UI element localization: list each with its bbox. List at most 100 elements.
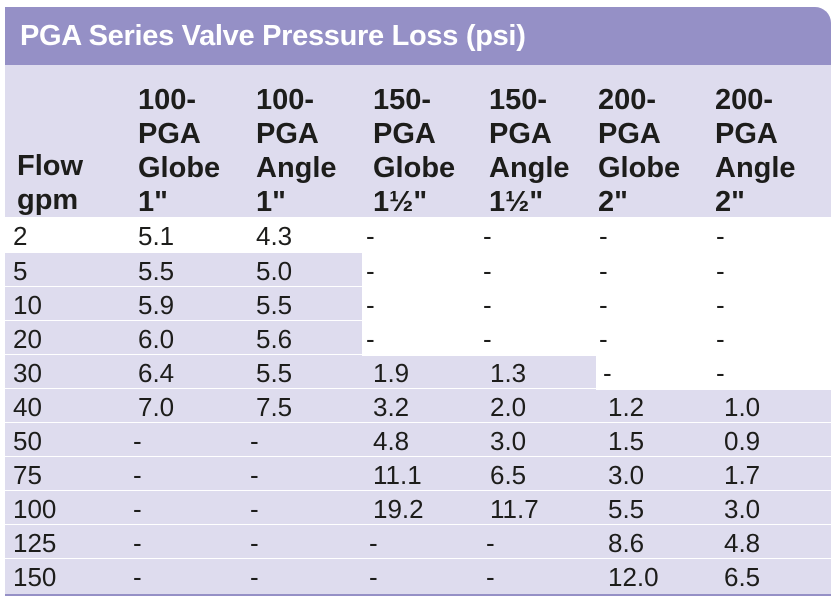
table-cell: 3.0 [490, 426, 527, 456]
table-cell: 50 [13, 426, 42, 456]
table-cell: 10 [13, 290, 42, 320]
table-cell: - [716, 290, 725, 320]
table-cell: 5.5 [608, 494, 645, 524]
table-row: 150 - - - - 12.0 6.5 [5, 558, 831, 593]
table-cell: 20 [13, 324, 42, 354]
table-cell: - [483, 256, 492, 286]
table-row: 30 6.4 5.5 1.9 1.3 - - [5, 354, 831, 389]
table-title: PGA Series Valve Pressure Loss (psi) [20, 20, 526, 52]
table-cell: - [716, 358, 725, 388]
table-cell: - [250, 528, 259, 558]
table-row: 100 - - 19.2 11.7 5.5 3.0 [5, 490, 831, 525]
table-row: 40 7.0 7.5 3.2 2.0 1.2 1.0 [5, 388, 831, 423]
table-cell: - [369, 528, 378, 558]
table-cell: - [250, 562, 259, 592]
column-header-150-globe: 150- PGA Globe 1½" [373, 84, 456, 218]
column-header-100-angle: 100- PGA Angle 1" [256, 84, 337, 218]
table-row: 10 5.9 5.5 - - - - [5, 286, 831, 321]
table-cell: 8.6 [608, 528, 645, 558]
table-cell: 100 [13, 494, 57, 524]
table-cell: - [366, 256, 375, 286]
table-cell: - [133, 528, 142, 558]
column-header-150-angle: 150- PGA Angle 1½" [489, 84, 570, 218]
table-cell: 7.5 [256, 392, 293, 422]
table-cell: 6.5 [724, 562, 761, 592]
table-cell: 1.7 [724, 460, 761, 490]
table-row: 75 - - 11.1 6.5 3.0 1.7 [5, 456, 831, 491]
shade-block-all-series [5, 390, 831, 594]
column-header-200-globe: 200- PGA Globe 2" [598, 84, 681, 218]
table-cell: 5.9 [138, 290, 175, 320]
table-cell: - [716, 324, 725, 354]
table-cell: 75 [13, 460, 42, 490]
table-cell: 19.2 [373, 494, 424, 524]
table-cell: - [603, 358, 612, 388]
table-cell: 5 [13, 256, 28, 286]
shade-block-100-series [5, 253, 362, 356]
table-cell: 6.0 [138, 324, 175, 354]
table-cell: - [483, 324, 492, 354]
table-title-bar: PGA Series Valve Pressure Loss (psi) [5, 7, 831, 65]
table-cell: - [250, 494, 259, 524]
table-cell: 30 [13, 358, 42, 388]
table-cell: 5.5 [256, 358, 293, 388]
table-row: 20 6.0 5.6 - - - - [5, 320, 831, 355]
table-cell: 11.1 [373, 460, 422, 490]
table-cell: 1.3 [490, 358, 527, 388]
bottom-rule [5, 594, 831, 596]
table-cell: - [716, 221, 725, 251]
table-cell: 11.7 [490, 494, 539, 524]
table-cell: 1.5 [608, 426, 645, 456]
table-cell: - [366, 290, 375, 320]
table-cell: 150 [13, 562, 57, 592]
table-cell: 3.0 [608, 460, 645, 490]
table-cell: 5.0 [256, 256, 293, 286]
table-cell: 0.9 [724, 426, 761, 456]
table-row: 50 - - 4.8 3.0 1.5 0.9 [5, 422, 831, 457]
table-cell: - [599, 256, 608, 286]
table-cell: - [483, 221, 492, 251]
table-cell: - [133, 426, 142, 456]
table-cell: 5.5 [138, 256, 175, 286]
table-cell: 6.4 [138, 358, 175, 388]
table-cell: 5.6 [256, 324, 293, 354]
table-cell: - [366, 324, 375, 354]
table-row: 5 5.5 5.0 - - - - [5, 252, 831, 287]
table-cell: - [486, 528, 495, 558]
table-cell: - [599, 221, 608, 251]
column-header-flow: Flow gpm [17, 150, 84, 216]
table-cell: - [483, 290, 492, 320]
table-cell: - [133, 494, 142, 524]
table-cell: 40 [13, 392, 42, 422]
table-cell: 3.2 [373, 392, 410, 422]
table-cell: 4.3 [256, 221, 293, 251]
table-cell: - [716, 256, 725, 286]
table-cell: - [369, 562, 378, 592]
table-cell: 125 [13, 528, 57, 558]
table-cell: 1.0 [724, 392, 761, 422]
table-cell: - [366, 221, 375, 251]
column-header-100-globe: 100- PGA Globe 1" [138, 84, 221, 218]
table-cell: 2.0 [490, 392, 527, 422]
table-cell: 4.8 [373, 426, 410, 456]
table-cell: - [599, 324, 608, 354]
table-cell: 6.5 [490, 460, 527, 490]
shade-block-150-series [5, 356, 596, 390]
table-cell: 3.0 [724, 494, 761, 524]
table-cell: 5.1 [138, 221, 175, 251]
table-cell: 5.5 [256, 290, 293, 320]
table-row: 2 5.1 4.3 - - - - [5, 218, 831, 252]
table-cell: - [250, 460, 259, 490]
table-cell: - [133, 460, 142, 490]
column-header-200-angle: 200- PGA Angle 2" [715, 84, 796, 218]
table-header: Flow gpm 100- PGA Globe 1" 100- PGA Angl… [5, 65, 831, 218]
table-cell: 1.9 [373, 358, 410, 388]
table-row: 125 - - - - 8.6 4.8 [5, 524, 831, 559]
table-cell: - [486, 562, 495, 592]
table-cell: 7.0 [138, 392, 175, 422]
table-cell: 4.8 [724, 528, 761, 558]
table-cell: - [250, 426, 259, 456]
table-cell: 1.2 [608, 392, 645, 422]
table-cell: 2 [13, 221, 28, 251]
table-cell: - [133, 562, 142, 592]
